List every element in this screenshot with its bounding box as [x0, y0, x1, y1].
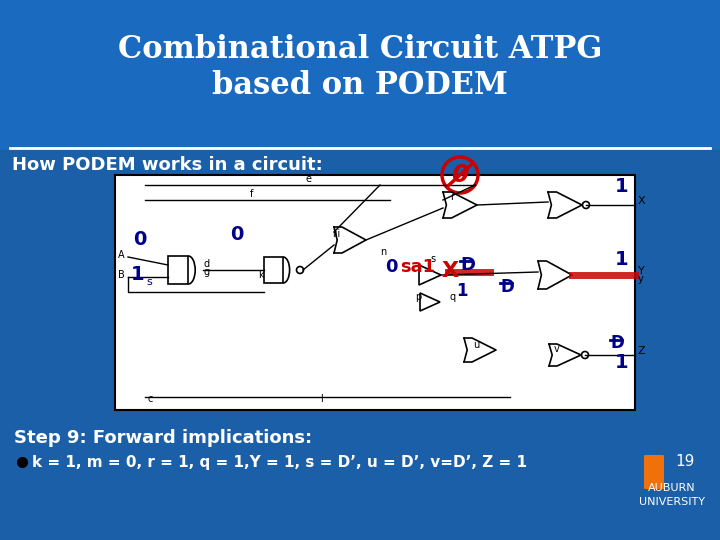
FancyBboxPatch shape — [644, 455, 664, 489]
Text: s: s — [146, 277, 152, 287]
Text: 0: 0 — [230, 225, 243, 244]
Text: 1: 1 — [131, 265, 145, 284]
Text: s: s — [430, 254, 435, 264]
Text: u: u — [473, 340, 480, 350]
Text: D: D — [500, 278, 514, 296]
Text: 19: 19 — [675, 455, 695, 469]
Text: 1: 1 — [615, 353, 629, 372]
Text: Step 9: Forward implications:: Step 9: Forward implications: — [14, 429, 312, 447]
Text: y: y — [638, 274, 644, 284]
Bar — [0, 0, 720, 150]
Text: c: c — [148, 394, 153, 404]
Text: B: B — [118, 270, 125, 280]
Text: D: D — [460, 256, 475, 274]
Text: Combinational Circuit ATPG: Combinational Circuit ATPG — [118, 35, 602, 65]
Bar — [115, 175, 635, 410]
Text: k: k — [258, 270, 264, 280]
Text: sa1: sa1 — [400, 258, 435, 276]
Text: Y: Y — [638, 266, 644, 276]
Bar — [168, 256, 189, 284]
Text: k = 1, m = 0, r = 1, q = 1,Y = 1, s = D’, u = D’, v=D’, Z = 1: k = 1, m = 0, r = 1, q = 1,Y = 1, s = D’… — [32, 455, 527, 469]
Text: based on PODEM: based on PODEM — [212, 70, 508, 100]
Text: iii: iii — [332, 229, 341, 239]
Text: X: X — [442, 261, 459, 281]
Text: X: X — [638, 196, 646, 206]
Text: 0: 0 — [133, 230, 147, 249]
Text: 1: 1 — [615, 177, 629, 196]
Text: AUBURN
UNIVERSITY: AUBURN UNIVERSITY — [639, 483, 705, 507]
Text: e: e — [305, 174, 311, 184]
Text: g: g — [204, 267, 210, 277]
Text: r: r — [450, 192, 454, 202]
Text: D: D — [610, 334, 624, 352]
Text: d: d — [204, 259, 210, 269]
Text: n: n — [380, 247, 386, 257]
Text: 0: 0 — [451, 163, 469, 187]
Text: l: l — [320, 394, 323, 404]
Text: 1: 1 — [456, 282, 467, 300]
Text: 1: 1 — [615, 250, 629, 269]
Text: f: f — [250, 189, 253, 199]
Text: q: q — [450, 292, 456, 302]
Text: p: p — [415, 292, 421, 302]
Text: How PODEM works in a circuit:: How PODEM works in a circuit: — [12, 156, 323, 174]
Text: v: v — [554, 344, 559, 354]
Text: 0: 0 — [385, 258, 397, 276]
Bar — [264, 257, 283, 283]
Text: Z: Z — [638, 346, 646, 356]
Text: A: A — [118, 250, 125, 260]
